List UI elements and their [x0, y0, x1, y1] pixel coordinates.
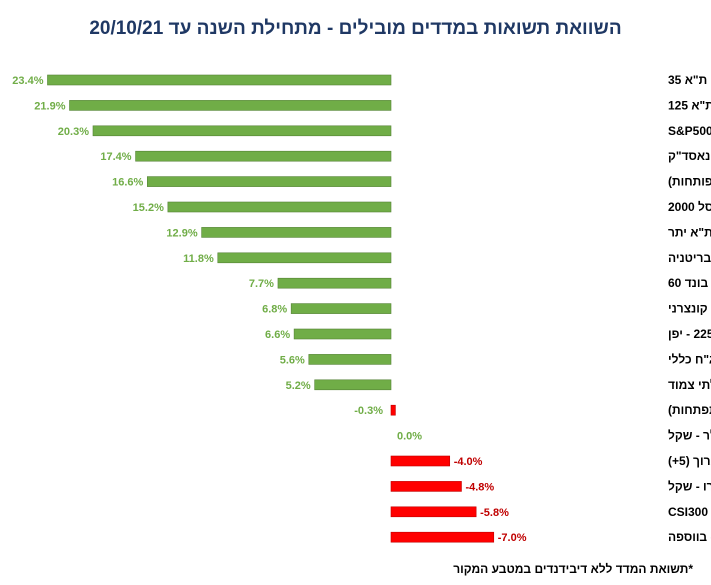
data-label: 20.3% — [58, 126, 89, 138]
bar — [293, 328, 392, 340]
category-label: דולר - שקל — [668, 429, 711, 443]
chart-title: השוואת תשואות במדדים מובילים - מתחילת הש… — [89, 18, 622, 39]
bar — [390, 404, 396, 416]
bar — [201, 227, 392, 238]
category-label: תל בונד 60 — [668, 276, 711, 290]
bar — [92, 125, 392, 137]
category-label: ניקיי 225 - יפן — [668, 327, 711, 341]
bar — [390, 506, 477, 518]
category-label: יורו - שקל — [668, 479, 711, 493]
category-label: MSCI World (מפותחות) — [668, 175, 711, 189]
data-label: 5.2% — [286, 380, 311, 392]
category-label: אג"ח קונצרני — [668, 302, 711, 316]
bar — [308, 354, 392, 365]
category-label: ברזיל - בווספה — [668, 530, 711, 544]
bar — [135, 150, 392, 162]
data-label: -0.3% — [354, 405, 383, 417]
data-label: 12.9% — [166, 227, 197, 239]
bar — [390, 455, 451, 467]
category-label: פוטסי - בריטניה — [668, 251, 711, 265]
category-labels-layer: ת"א 35 ת"א 125 S&P500 נאסד"ק MSCI World (מפו… — [668, 73, 711, 544]
category-label: ת"א 125 — [668, 98, 711, 112]
data-label: 17.4% — [100, 151, 131, 163]
bar — [290, 303, 392, 314]
category-label: S&P500 — [668, 124, 711, 138]
category-label: סין - CSI300 — [668, 505, 711, 519]
category-label: אג"ח כללי — [668, 352, 711, 366]
bar — [47, 74, 392, 86]
bars-layer — [47, 74, 495, 543]
data-label: -7.0% — [498, 532, 527, 544]
data-label: -4.8% — [465, 481, 494, 493]
data-label: 6.6% — [265, 329, 290, 341]
data-label: 11.8% — [183, 253, 214, 265]
data-label: 6.8% — [262, 304, 287, 316]
category-label: ת"א יתר — [668, 225, 711, 239]
bar — [217, 252, 392, 264]
data-label: -4.0% — [454, 456, 483, 468]
value-labels-layer: 23.4% 21.9% 20.3% 17.4% 16.6% 15.2% 12.9% 11.8%… — [12, 75, 526, 544]
data-label: 7.7% — [249, 278, 274, 290]
bar — [390, 531, 495, 543]
category-label: אג"ח ממשלתי צמוד — [668, 378, 711, 392]
data-label: 23.4% — [12, 75, 43, 87]
data-label: 16.6% — [112, 177, 143, 189]
bar — [167, 201, 392, 213]
bar — [390, 481, 462, 492]
bar — [314, 379, 392, 391]
data-label: 0.0% — [397, 431, 422, 443]
category-label: נאסד"ק — [668, 149, 710, 163]
data-label: 21.9% — [34, 100, 65, 112]
data-label: 5.6% — [280, 354, 305, 366]
data-label: 15.2% — [133, 202, 164, 214]
bar — [69, 100, 392, 111]
category-label: ראסל 2000 — [668, 200, 711, 214]
bar — [277, 277, 392, 289]
bar — [147, 176, 392, 187]
category-label: ת"א 35 — [668, 73, 707, 87]
category-label: אג"ח ממשלתי שקלי ארוך (5+) — [668, 454, 711, 468]
footnote: *תשואת המדד ללא דיבידנדים במטבע המקור — [453, 562, 693, 576]
data-label: -5.8% — [480, 507, 509, 519]
category-label: MSCI EM (מתפתחות) — [668, 403, 711, 417]
